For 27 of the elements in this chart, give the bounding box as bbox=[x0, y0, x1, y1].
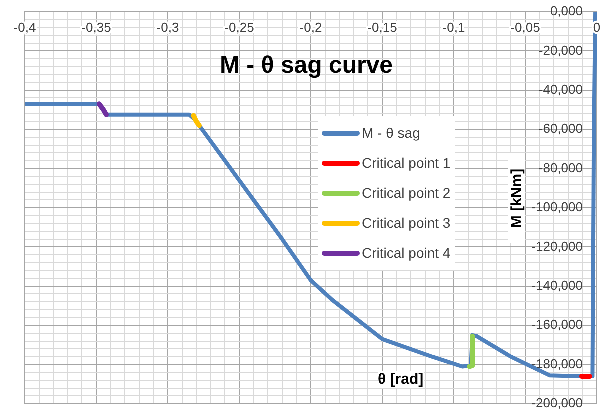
y-tick-label: 0,000 bbox=[550, 4, 583, 19]
x-tick-label: -0,3 bbox=[156, 20, 180, 36]
y-tick-label: -20,000 bbox=[538, 42, 583, 58]
y-tick-label: -180,000 bbox=[532, 356, 583, 372]
x-tick-label: -0,15 bbox=[368, 20, 398, 36]
x-tick-label: -0,25 bbox=[224, 20, 254, 36]
x-tick-label: -0,05 bbox=[510, 20, 540, 36]
x-tick-label: -0,4 bbox=[14, 20, 36, 36]
y-tick-label: -120,000 bbox=[532, 238, 583, 254]
y-tick-label: -100,000 bbox=[532, 200, 583, 215]
x-axis-title: θ [rad] bbox=[378, 371, 424, 388]
y-tick-label: -200,000 bbox=[532, 396, 583, 411]
legend-label: Critical point 1 bbox=[362, 155, 451, 171]
x-tick-label: -0,35 bbox=[82, 20, 112, 36]
y-tick-label: -160,000 bbox=[532, 317, 583, 332]
legend-label: Critical point 4 bbox=[362, 245, 451, 261]
legend-label: Critical point 3 bbox=[362, 215, 451, 231]
y-axis-title: M [kNm] bbox=[508, 154, 526, 244]
y-tick-label: -60,000 bbox=[538, 121, 583, 136]
x-tick-label: -0,2 bbox=[300, 20, 322, 36]
y-tick-label: -40,000 bbox=[538, 82, 583, 97]
y-tick-label: -80,000 bbox=[538, 160, 583, 176]
text: M - θ sag curve bbox=[220, 52, 394, 79]
legend-label: Critical point 2 bbox=[362, 185, 451, 201]
legend-label: M - θ sag bbox=[362, 125, 420, 141]
y-tick-label: -140,000 bbox=[532, 278, 583, 293]
x-tick-label: -0,1 bbox=[442, 20, 466, 36]
